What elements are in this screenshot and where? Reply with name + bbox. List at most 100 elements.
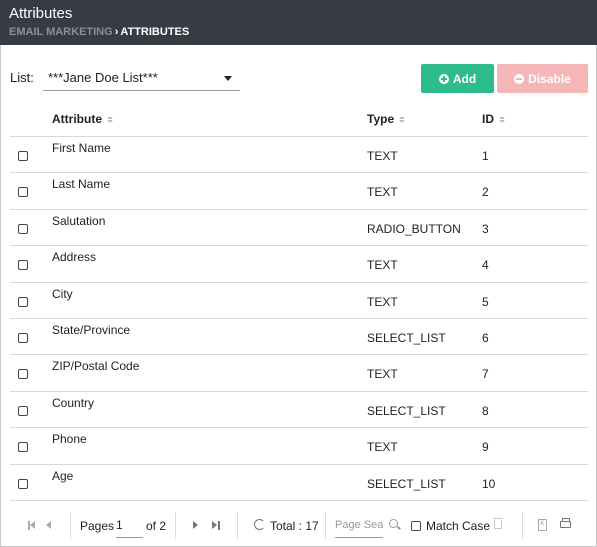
caret-down-icon: [224, 76, 232, 81]
table-row[interactable]: Salutation RADIO_BUTTON 3: [10, 210, 588, 247]
pagination-bar: Pages of 2 Total : 17 Match Case: [10, 508, 588, 544]
column-header-type[interactable]: Type: [367, 112, 406, 126]
type-cell: RADIO_BUTTON: [367, 221, 461, 236]
attributes-table: Attribute Type ID First Name TEXT 1 Last Na…: [10, 101, 588, 501]
id-cell: 8: [482, 403, 489, 418]
breadcrumb: EMAIL MARKETING › ATTRIBUTES: [9, 26, 189, 38]
match-case-label: Match Case: [426, 519, 491, 533]
id-cell: 3: [482, 221, 489, 236]
trash-icon[interactable]: [493, 518, 503, 529]
page-count-label: of 2: [146, 519, 167, 533]
id-cell: 9: [482, 440, 489, 455]
print-icon[interactable]: [560, 518, 571, 528]
page-search-input[interactable]: [335, 512, 383, 538]
breadcrumb-email-marketing[interactable]: EMAIL MARKETING: [9, 26, 113, 38]
table-row[interactable]: Age SELECT_LIST 10: [10, 465, 588, 501]
table-row[interactable]: State/Province SELECT_LIST 6: [10, 319, 588, 356]
excel-export-icon[interactable]: [538, 518, 547, 531]
row-checkbox[interactable]: [18, 405, 28, 416]
id-cell: 10: [482, 476, 496, 491]
row-checkbox[interactable]: [18, 296, 28, 307]
page-title: Attributes: [9, 5, 73, 22]
last-page-icon[interactable]: [212, 521, 220, 530]
attribute-cell: City: [52, 286, 73, 301]
separator: [325, 512, 326, 539]
attribute-cell: Age: [52, 468, 74, 483]
row-checkbox[interactable]: [18, 369, 28, 380]
table-row[interactable]: Country SELECT_LIST 8: [10, 392, 588, 429]
row-checkbox[interactable]: [18, 478, 28, 489]
attribute-cell: Phone: [52, 432, 87, 447]
row-checkbox[interactable]: [18, 223, 28, 234]
type-cell: SELECT_LIST: [367, 330, 446, 345]
attribute-cell: First Name: [52, 141, 111, 155]
separator: [522, 512, 523, 539]
id-cell: 4: [482, 258, 489, 273]
type-cell: TEXT: [367, 149, 398, 163]
attribute-cell: Country: [52, 395, 95, 410]
next-page-icon[interactable]: [193, 521, 198, 529]
list-label: List:: [10, 70, 34, 85]
match-case-checkbox[interactable]: [411, 521, 421, 531]
previous-page-icon[interactable]: [46, 521, 51, 529]
table-row[interactable]: Last Name TEXT 2: [10, 173, 588, 210]
plus-circle-icon: [438, 73, 449, 84]
column-header-label: Attribute: [52, 112, 102, 126]
pages-label: Pages: [80, 519, 115, 533]
attribute-cell: State/Province: [52, 322, 131, 337]
column-header-label: ID: [482, 112, 494, 126]
table-row[interactable]: Phone TEXT 9: [10, 428, 588, 465]
id-cell: 7: [482, 367, 489, 382]
page-number-input[interactable]: [116, 512, 143, 538]
type-cell: TEXT: [367, 185, 398, 200]
row-checkbox[interactable]: [18, 332, 28, 343]
id-cell: 5: [482, 294, 489, 309]
breadcrumb-separator-icon: ›: [114, 26, 119, 38]
total-count-label: Total : 17: [270, 519, 319, 533]
breadcrumb-attributes: ATTRIBUTES: [120, 26, 190, 38]
column-header-id[interactable]: ID: [482, 112, 505, 126]
row-checkbox[interactable]: [18, 151, 28, 161]
refresh-icon[interactable]: [254, 519, 265, 530]
list-select[interactable]: ***Jane Doe List***: [43, 64, 240, 91]
attribute-cell: ZIP/Postal Code: [52, 359, 140, 374]
row-checkbox[interactable]: [18, 260, 28, 271]
type-cell: TEXT: [367, 367, 398, 382]
type-cell: SELECT_LIST: [367, 403, 446, 418]
attribute-cell: Address: [52, 250, 97, 265]
page-header: Attributes EMAIL MARKETING › ATTRIBUTES: [0, 0, 597, 45]
separator: [237, 512, 238, 539]
attribute-cell: Last Name: [52, 177, 111, 192]
first-page-icon[interactable]: [28, 521, 36, 530]
column-header-attribute[interactable]: Attribute: [52, 112, 113, 126]
table-row[interactable]: Address TEXT 4: [10, 246, 588, 283]
type-cell: TEXT: [367, 258, 398, 273]
type-cell: SELECT_LIST: [367, 476, 446, 491]
table-header: Attribute Type ID: [10, 101, 588, 137]
row-checkbox[interactable]: [18, 442, 28, 453]
separator: [175, 512, 176, 539]
attribute-cell: Salutation: [52, 213, 106, 228]
disable-button-label: Disable: [528, 71, 571, 86]
type-cell: TEXT: [367, 294, 398, 309]
sort-icon: [399, 115, 406, 123]
disable-button[interactable]: Disable: [497, 64, 588, 93]
row-checkbox[interactable]: [18, 187, 28, 198]
id-cell: 1: [482, 149, 489, 163]
separator: [70, 512, 71, 539]
sort-icon: [499, 115, 505, 123]
sort-icon: [107, 115, 113, 123]
table-row[interactable]: ZIP/Postal Code TEXT 7: [10, 355, 588, 392]
minus-circle-icon: [514, 73, 525, 84]
list-select-value: ***Jane Doe List***: [48, 70, 158, 85]
add-button-label: Add: [452, 71, 477, 86]
search-icon[interactable]: [389, 519, 398, 528]
table-row[interactable]: City TEXT 5: [10, 283, 588, 319]
table-row[interactable]: First Name TEXT 1: [10, 137, 588, 174]
table-body: First Name TEXT 1 Last Name TEXT 2 Salutation R…: [10, 137, 588, 501]
type-cell: TEXT: [367, 440, 398, 455]
id-cell: 6: [482, 330, 489, 345]
id-cell: 2: [482, 185, 489, 200]
column-header-label: Type: [367, 112, 395, 126]
add-button[interactable]: Add: [421, 64, 494, 93]
